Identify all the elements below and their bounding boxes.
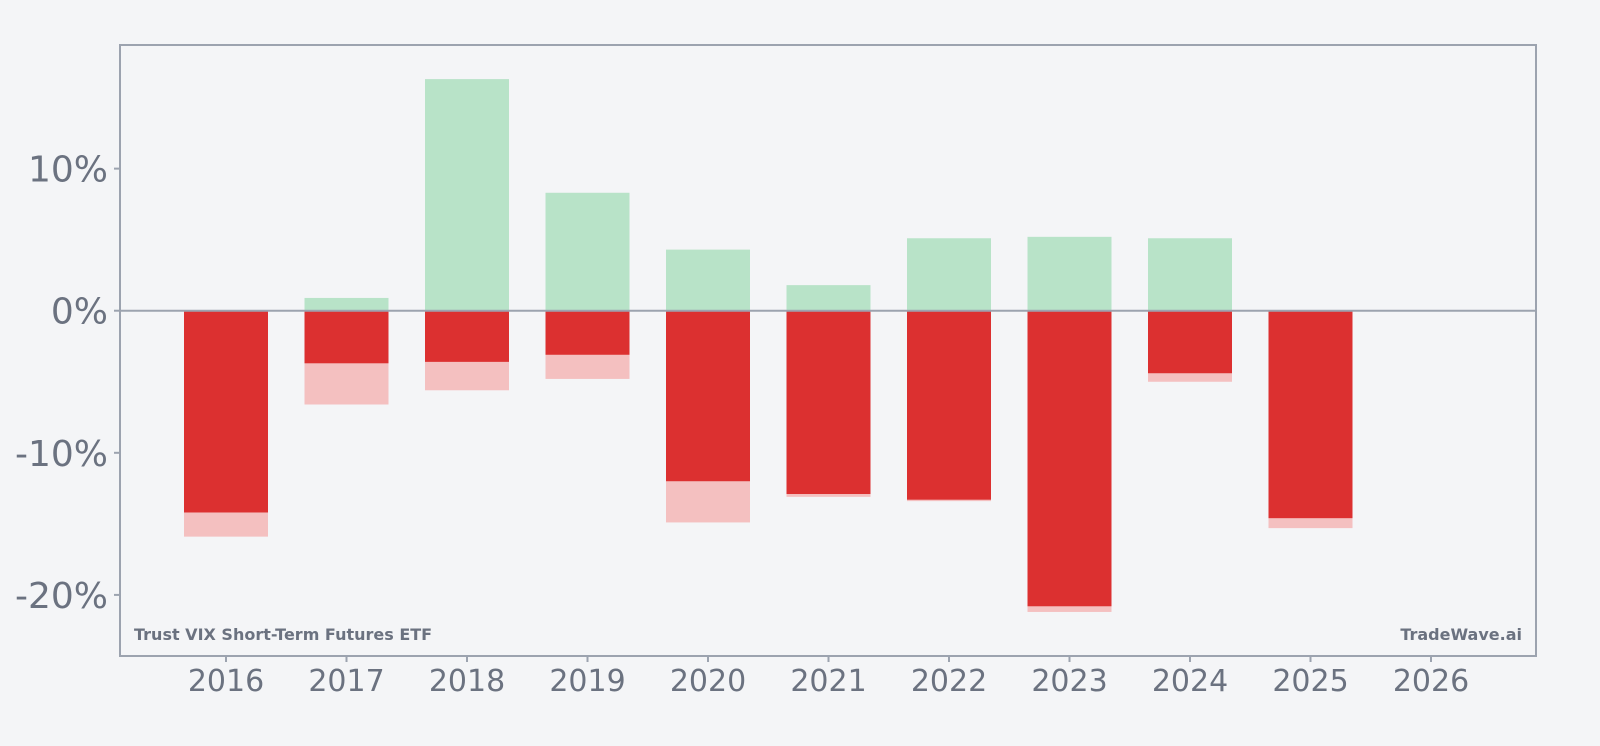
return-bar-2021 — [786, 310, 871, 495]
max-gain-bar-2024 — [1148, 238, 1232, 311]
x-tick-label: 2023 — [1031, 664, 1107, 699]
return-bar-2024 — [1148, 310, 1232, 374]
return-bar-2016 — [184, 310, 268, 513]
x-tick-label: 2025 — [1272, 664, 1348, 699]
max-gain-bar-2021 — [786, 285, 871, 311]
y-tick-label: 10% — [28, 150, 108, 191]
max-gain-bar-2022 — [907, 238, 991, 311]
x-axis: 2016 2017 2018 2019 2020 2021 2022 2023 2024 2025… — [188, 656, 1469, 699]
max-gain-bar-2019 — [545, 192, 630, 311]
x-tick-label: 2021 — [790, 664, 866, 699]
y-tick-label: 0% — [51, 292, 108, 333]
x-tick-label: 2018 — [429, 664, 505, 699]
max-gain-bar-2023 — [1027, 236, 1112, 311]
x-tick-label: 2022 — [911, 664, 987, 699]
x-tick-label: 2019 — [549, 664, 625, 699]
return-bar-2018 — [425, 310, 509, 362]
return-bar-2019 — [545, 310, 630, 355]
y-axis: 10% 0% -10% -20% — [15, 150, 120, 617]
bars-group — [184, 79, 1353, 612]
max-gain-bar-2018 — [425, 79, 509, 311]
return-bar-2022 — [907, 310, 991, 500]
x-tick-label: 2026 — [1393, 664, 1469, 699]
x-tick-label: 2024 — [1152, 664, 1228, 699]
x-tick-label: 2017 — [308, 664, 384, 699]
y-tick-label: -20% — [15, 576, 108, 617]
etf-name-label: Trust VIX Short-Term Futures ETF — [134, 625, 432, 644]
x-tick-label: 2016 — [188, 664, 264, 699]
max-gain-bar-2020 — [666, 249, 750, 311]
y-tick-label: -10% — [15, 434, 108, 475]
return-bar-2025 — [1268, 310, 1353, 519]
x-tick-label: 2020 — [670, 664, 746, 699]
return-bar-2017 — [304, 310, 389, 364]
return-bar-2020 — [666, 310, 750, 482]
max-gain-bar-2017 — [304, 297, 389, 311]
brand-label: TradeWave.ai — [1400, 625, 1522, 644]
return-bar-2023 — [1027, 310, 1112, 607]
